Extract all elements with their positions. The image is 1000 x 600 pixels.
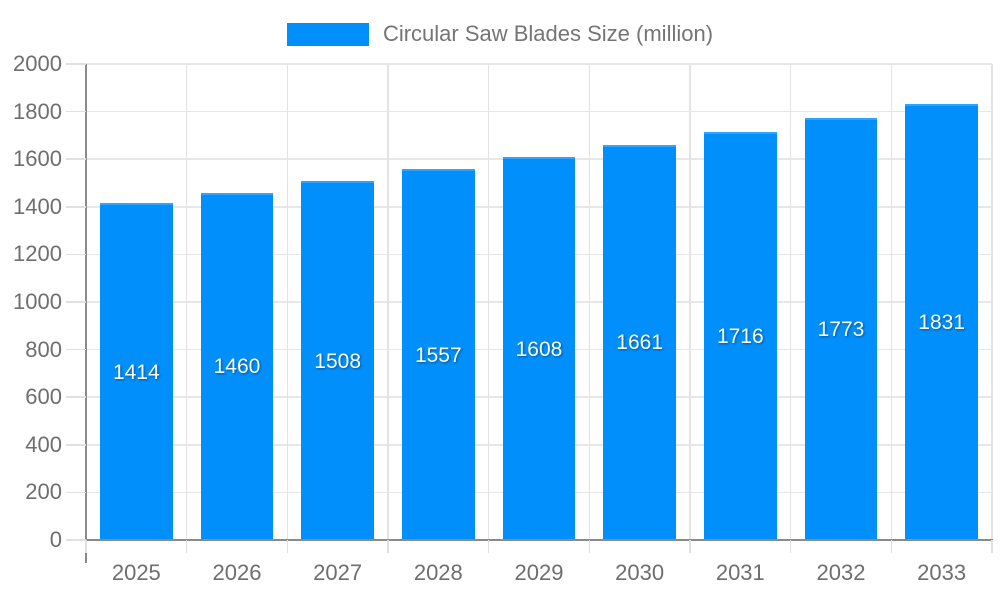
h-gridline [86,63,992,65]
y-axis-tick [66,110,86,113]
x-axis-tick-label: 2025 [111,560,161,585]
bar-2029[interactable]: 1608 [502,157,576,540]
x-axis-tick-label: 2028 [413,560,463,585]
bar-value-label: 1460 [213,355,261,379]
x-axis-tick-label: 2031 [715,560,765,585]
y-axis-tick-label: 1600 [13,146,62,172]
y-axis-line [85,64,87,563]
y-axis-tick-label: 1800 [13,98,62,124]
bar-2030[interactable]: 1661 [603,144,676,540]
x-axis-tick [85,540,87,553]
bar-column-2028: 1557 [388,64,489,540]
bar-column-2025: 1414 [86,64,187,540]
bar-column-2033: 1831 [891,64,992,540]
bar-2026[interactable]: 1460 [200,192,274,540]
x-axis-tick-label: 2027 [313,560,363,585]
v-gridline [991,64,993,540]
bar-2025[interactable]: 1414 [100,203,173,540]
bar-column-2026: 1460 [187,64,288,540]
x-axis-tick [387,540,389,553]
x-axis-tick [286,540,289,553]
bar-2028[interactable]: 1557 [402,169,475,540]
bar-value-label: 1508 [314,349,361,373]
bar-2033[interactable]: 1831 [905,104,978,540]
v-gridline [588,64,591,540]
y-axis-tick [66,348,86,351]
y-axis-tick [66,301,86,303]
y-axis-tick-label: 1000 [13,289,62,314]
h-gridline [86,110,992,113]
y-axis-tick-label: 200 [25,479,62,505]
v-gridline [487,64,490,540]
v-gridline [789,64,792,540]
bar-value-label: 1773 [817,318,865,342]
x-axis-tick [991,540,993,553]
bar-value-label: 1716 [716,324,764,348]
plot-area: 1414 1460 1508 1557 1608 1661 1716 1773 1831 [86,63,993,540]
v-gridline [387,64,389,540]
y-axis-tick-label: 1400 [13,193,62,219]
bar-2031[interactable]: 1716 [704,131,777,540]
bar-value-label: 1661 [616,331,663,355]
x-axis-tick-label: 2032 [816,560,866,585]
x-axis-tick [789,540,792,553]
x-axis-tick [588,540,591,553]
v-gridline [185,64,188,540]
x-axis-tick [185,540,188,553]
bar-column-2029: 1608 [489,64,590,540]
y-axis-tick [66,396,86,398]
chart-legend: Circular Saw Blades Size (million) [0,22,1000,46]
y-axis-tick-label: 600 [25,384,62,410]
x-axis-tick [689,540,691,553]
x-axis-tick-label: 2030 [615,560,665,585]
v-gridline [286,64,289,540]
bar-value-label: 1608 [515,337,563,361]
x-axis-line [85,539,993,541]
x-axis-tick [487,540,490,553]
bar-value-label: 1414 [112,360,160,384]
y-axis-tick-label: 800 [25,336,62,362]
bar-2032[interactable]: 1773 [804,118,878,540]
legend-label: Circular Saw Blades Size (million) [382,21,714,46]
bar-value-label: 1831 [918,311,965,335]
y-axis-tick [66,206,86,208]
y-axis-tick-label: 1200 [13,241,62,267]
y-axis-tick [66,444,86,446]
y-axis-tick-label: 2000 [13,51,62,76]
y-axis-tick-label: 400 [25,431,62,457]
y-axis-tick [66,539,86,541]
x-axis-tick-label: 2029 [514,560,564,585]
x-axis-tick [890,540,893,553]
bar-column-2027: 1508 [287,64,388,540]
v-gridline [890,64,893,540]
x-axis-labels: 2025 2026 2027 2028 2029 2030 2031 2032 2033 [86,560,992,588]
v-gridline [689,64,691,540]
x-axis-tick-label: 2026 [212,560,262,585]
legend-item[interactable]: Circular Saw Blades Size (million) [286,21,714,46]
bar-column-2030: 1661 [589,64,690,540]
y-axis-tick [66,158,86,160]
y-axis-tick-label: 0 [49,527,62,552]
x-axis-tick-label: 2033 [917,560,967,585]
legend-swatch [286,22,369,46]
bar-2027[interactable]: 1508 [301,181,374,540]
y-axis-tick [66,491,86,494]
bar-column-2032: 1773 [791,64,892,540]
y-axis-tick [66,63,86,65]
y-axis-tick [66,253,86,256]
bar-value-label: 1557 [414,343,462,367]
bar-column-2031: 1716 [690,64,791,540]
